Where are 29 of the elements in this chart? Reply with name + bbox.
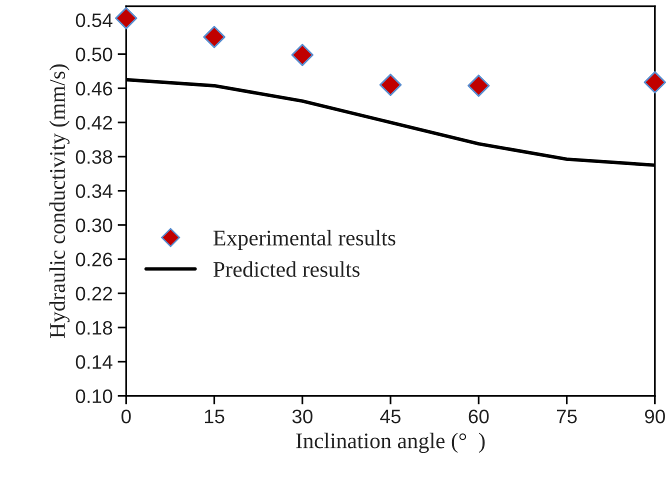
point (468, 74, 490, 97)
y-tick-label: 0.42 (76, 116, 112, 130)
x-tick-label: 15 (204, 410, 224, 424)
y-tick-label: 0.34 (76, 184, 112, 198)
point (644, 71, 666, 94)
point (291, 44, 314, 66)
x-tick-label: 60 (468, 410, 489, 424)
y-tick-label: 0.22 (76, 286, 112, 301)
point (379, 74, 402, 96)
x-tick-label: 90 (644, 410, 665, 424)
point (115, 7, 138, 30)
x-tick-label: 30 (292, 410, 312, 424)
x-axis-title: Inclination angle (° ) (296, 432, 485, 453)
x-tick-label: 0 (122, 410, 131, 424)
y-tick-label: 0.50 (76, 48, 112, 62)
y-tick-label: 0.10 (76, 389, 112, 404)
legend-label: Predicted results (213, 261, 360, 277)
x-tick-label: 75 (556, 410, 577, 424)
y-axis-title: Hydraulic conductivity (mm/s) (49, 64, 70, 338)
y-tick-label: 0.30 (76, 218, 112, 232)
y-tick-label: 0.18 (76, 320, 112, 335)
x-tick-label: 45 (380, 410, 401, 424)
y-tick-label: 0.38 (76, 150, 112, 164)
y-tick-label: 0.26 (76, 252, 112, 266)
y-tick-label: 0.54 (76, 13, 112, 28)
point (203, 26, 226, 48)
legend-label: Experimental results (213, 230, 396, 250)
y-tick-label: 0.14 (76, 355, 112, 369)
y-tick-label: 0.46 (76, 82, 112, 96)
